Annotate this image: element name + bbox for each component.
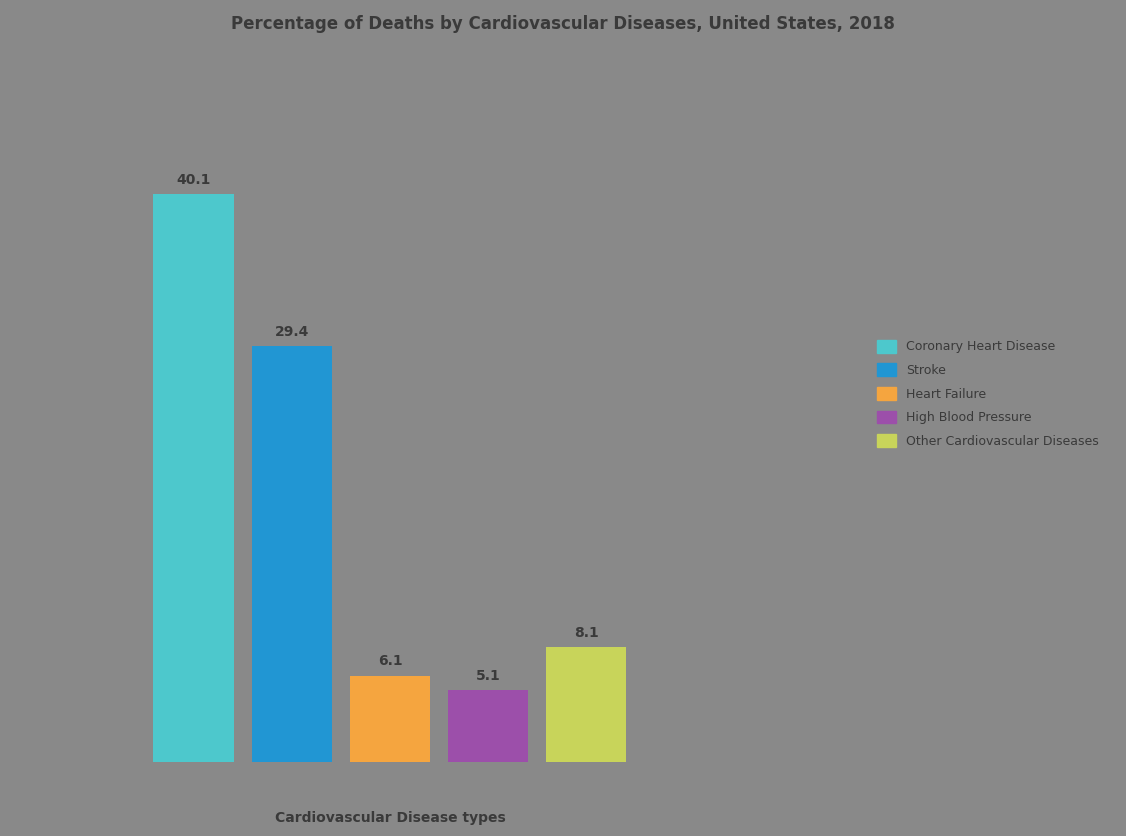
Text: 5.1: 5.1 <box>475 669 500 683</box>
Text: 6.1: 6.1 <box>377 655 402 669</box>
Bar <box>153 194 234 762</box>
Bar <box>251 345 332 762</box>
Text: 8.1: 8.1 <box>574 626 598 640</box>
Bar <box>546 647 626 762</box>
Text: 29.4: 29.4 <box>275 324 309 339</box>
Bar <box>448 690 528 762</box>
Text: 40.1: 40.1 <box>177 173 211 187</box>
Title: Percentage of Deaths by Cardiovascular Diseases, United States, 2018: Percentage of Deaths by Cardiovascular D… <box>231 15 895 33</box>
Legend: Coronary Heart Disease, Stroke, Heart Failure, High Blood Pressure, Other Cardio: Coronary Heart Disease, Stroke, Heart Fa… <box>870 334 1105 454</box>
Bar <box>349 675 430 762</box>
Text: Cardiovascular Disease types: Cardiovascular Disease types <box>275 812 506 825</box>
